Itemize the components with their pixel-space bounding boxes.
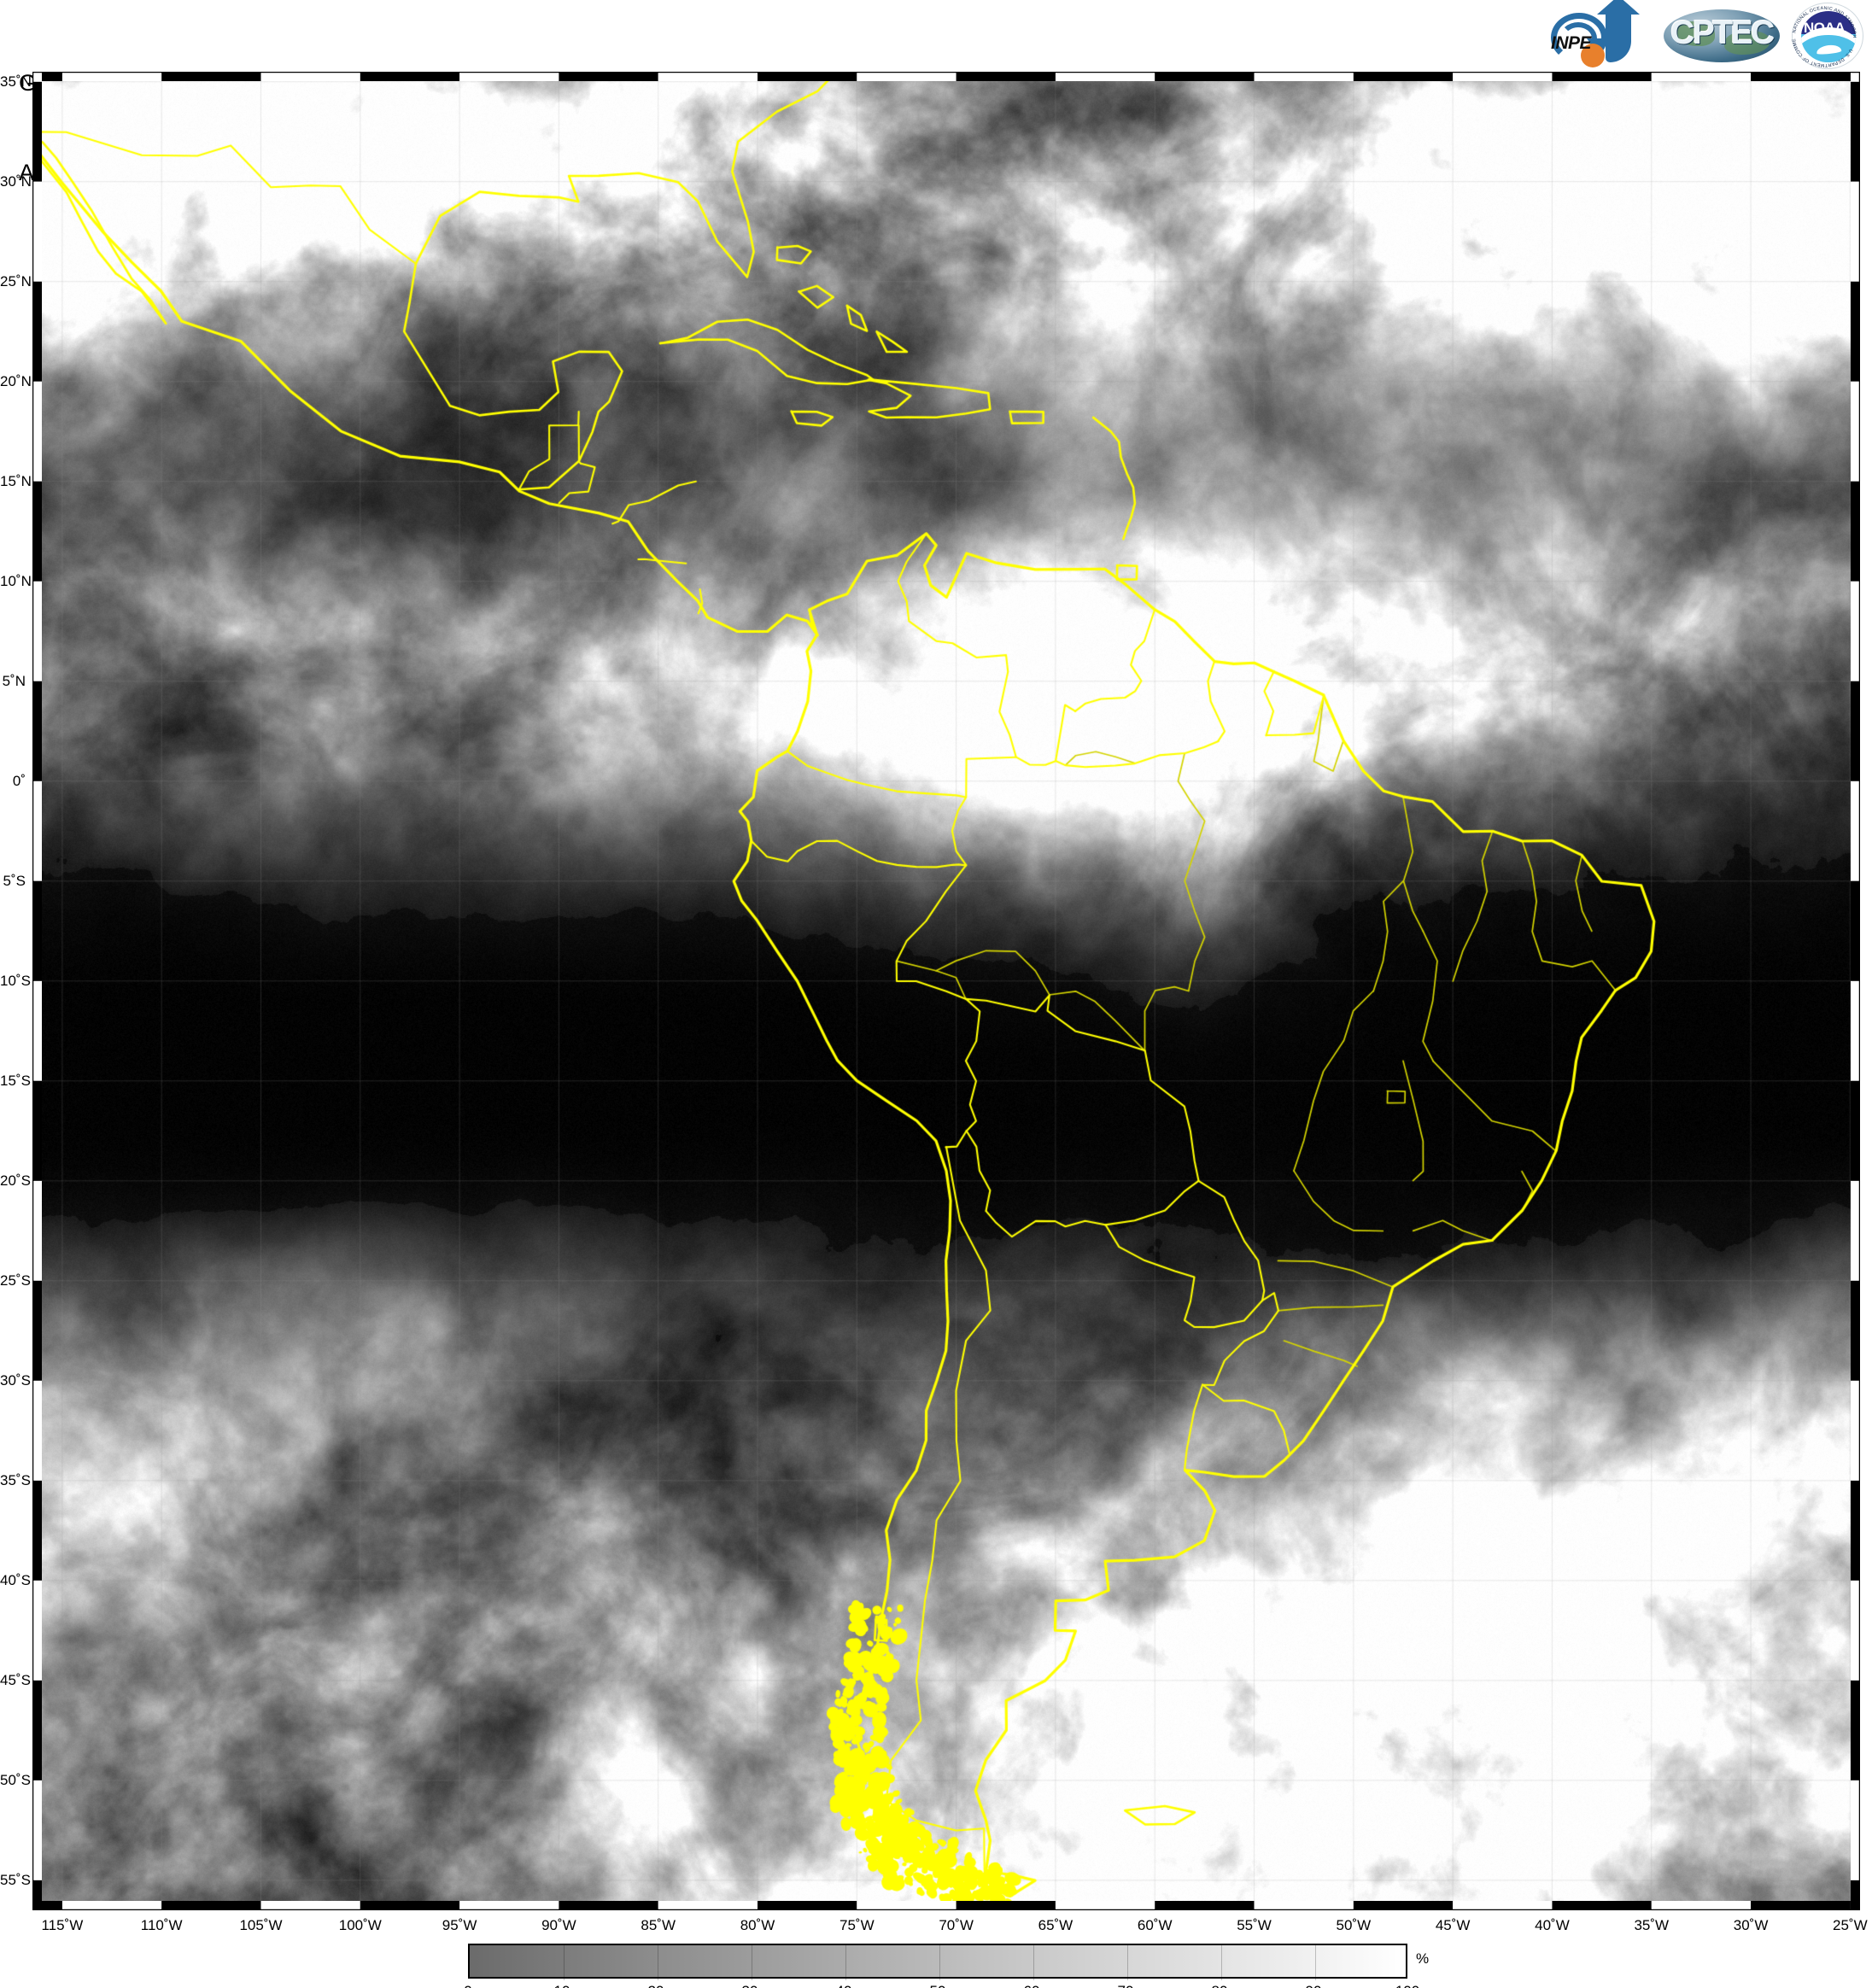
noaa-logo: NOAA NATIONAL OCEANIC AND ATMOSPHERIC AD… xyxy=(1788,1,1867,69)
noaa-inner-disc-icon xyxy=(1801,11,1856,62)
logo-bar: INPE CPTEC NOAA NATIONAL OCEANIC AND AT xyxy=(1546,0,1867,70)
latitude-tick-label: 30˚S xyxy=(0,1371,31,1389)
latitude-tick-label: 25˚N xyxy=(0,272,32,289)
longitude-tick-label: 110˚W xyxy=(140,1917,183,1933)
satellite-image-canvas[interactable] xyxy=(32,72,1860,1910)
longitude-tick-label: 70˚W xyxy=(939,1917,974,1933)
longitude-tick-label: 90˚W xyxy=(541,1917,576,1933)
colorbar-tick xyxy=(1221,1945,1222,1980)
longitude-tick-label: 55˚W xyxy=(1237,1917,1272,1933)
latitude-tick-label: 35˚N xyxy=(0,73,32,90)
colorbar-tick xyxy=(1033,1945,1034,1980)
longitude-tick-label: 95˚W xyxy=(442,1917,477,1933)
colorbar-tick-label: 70 xyxy=(1118,1983,1134,1988)
longitude-tick-label: 45˚W xyxy=(1435,1917,1471,1933)
noaa-ring-text: NATIONAL OCEANIC AND ATMOSPHERIC ADMINIS… xyxy=(1788,1,1857,67)
latitude-tick-label: 5˚N xyxy=(2,672,26,689)
colorbar-gradient xyxy=(468,1944,1407,1980)
colorbar-unit-label: % xyxy=(1416,1950,1430,1967)
longitude-tick-label: 60˚W xyxy=(1137,1917,1173,1933)
colorbar-tick-label: 90 xyxy=(1306,1983,1322,1988)
longitude-tick-label: 85˚W xyxy=(641,1917,676,1933)
cptec-globe-icon xyxy=(1664,9,1780,62)
latitude-tick-label: 45˚S xyxy=(0,1671,31,1688)
inpe-logo: INPE xyxy=(1546,0,1655,69)
colorbar-tick-label: 100 xyxy=(1395,1983,1419,1988)
colorbar-tick-label: 80 xyxy=(1212,1983,1228,1988)
colorbar-tick-label: 20 xyxy=(648,1983,664,1988)
svg-text:NATIONAL OCEANIC AND ATMOSPHER: NATIONAL OCEANIC AND ATMOSPHERIC ADMINIS… xyxy=(1788,1,1857,38)
colorbar-tick-label: 0 xyxy=(464,1983,471,1988)
longitude-tick-label: 30˚W xyxy=(1733,1917,1769,1933)
longitude-tick-label: 115˚W xyxy=(41,1917,84,1933)
latitude-tick-label: 15˚S xyxy=(0,1072,31,1089)
latitude-tick-label: 20˚S xyxy=(0,1172,31,1189)
noaa-wordmark: NOAA xyxy=(1803,20,1846,36)
longitude-tick-label: 100˚W xyxy=(338,1917,382,1933)
colorbar-tick xyxy=(1315,1945,1316,1980)
longitude-tick-label: 80˚W xyxy=(740,1917,775,1933)
longitude-tick-label: 65˚W xyxy=(1038,1917,1073,1933)
cptec-wordmark: CPTEC xyxy=(1670,15,1775,51)
colorbar-tick-label: 30 xyxy=(742,1983,758,1988)
latitude-tick-label: 5˚S xyxy=(3,872,26,889)
latitude-tick-label: 50˚S xyxy=(0,1771,31,1788)
colorbar: % 0 10 20 30 40 50 60 70 80 90 100 xyxy=(464,1944,1429,1988)
latitude-tick-label: 30˚N xyxy=(0,172,32,190)
longitude-tick-label: 105˚W xyxy=(239,1917,283,1933)
colorbar-tick-label: 50 xyxy=(930,1983,946,1988)
longitude-tick-label: 35˚W xyxy=(1634,1917,1670,1933)
latitude-tick-label: 40˚S xyxy=(0,1571,31,1588)
latitude-tick-label: 20˚N xyxy=(0,372,32,389)
latitude-tick-label: 0˚ xyxy=(12,772,26,789)
inpe-up-arrow-icon xyxy=(1597,0,1640,62)
longitude-tick-label: 25˚W xyxy=(1833,1917,1868,1933)
colorbar-tick-label: 40 xyxy=(836,1983,852,1988)
colorbar-tick xyxy=(939,1945,940,1980)
latitude-tick-label: 15˚N xyxy=(0,472,32,489)
longitude-tick-label: 50˚W xyxy=(1336,1917,1372,1933)
longitude-tick-label: 40˚W xyxy=(1535,1917,1570,1933)
inpe-ring-icon xyxy=(1551,13,1607,62)
latitude-tick-label: 25˚S xyxy=(0,1272,31,1289)
colorbar-tick xyxy=(1127,1945,1128,1980)
latitude-tick-label: 10˚N xyxy=(0,572,32,589)
colorbar-tick-label: 10 xyxy=(554,1983,570,1988)
longitude-tick-label: 75˚W xyxy=(839,1917,875,1933)
inpe-orange-dot-icon xyxy=(1581,44,1605,67)
latitude-tick-label: 10˚S xyxy=(0,972,31,989)
colorbar-tick xyxy=(564,1945,565,1980)
colorbar-tick xyxy=(845,1945,846,1980)
latitude-tick-label: 55˚S xyxy=(0,1871,31,1888)
latitude-tick-label: 35˚S xyxy=(0,1471,31,1488)
colorbar-tick-label: 60 xyxy=(1024,1983,1040,1988)
satellite-map[interactable] xyxy=(32,72,1860,1910)
cptec-logo: CPTEC xyxy=(1662,1,1781,69)
noaa-seal-icon xyxy=(1792,3,1863,69)
inpe-wordmark: INPE xyxy=(1551,33,1592,53)
